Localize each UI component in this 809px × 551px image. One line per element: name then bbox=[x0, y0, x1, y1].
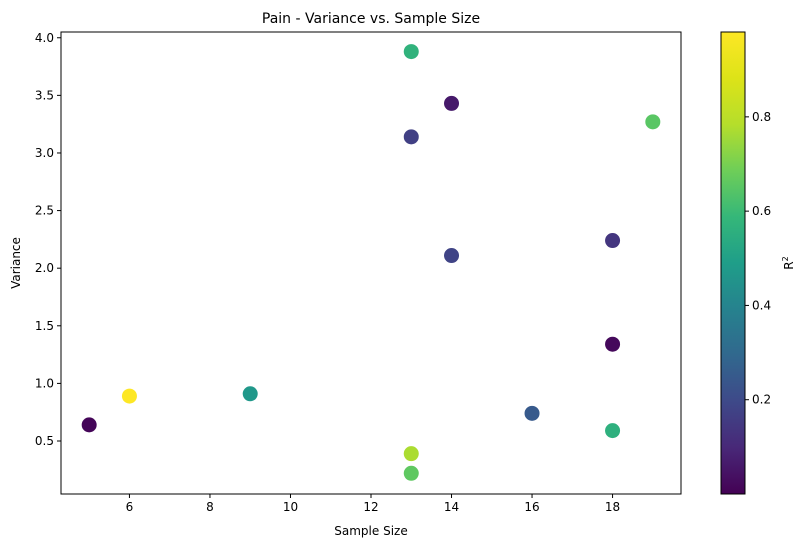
data-point-4 bbox=[403, 129, 419, 145]
colorbar: 0.2 0.4 0.6 0.8 R2 bbox=[720, 31, 796, 495]
y-tick-label-5: 3.0 bbox=[35, 146, 54, 160]
y-tick-label-3: 2.0 bbox=[35, 261, 54, 275]
x-tick-label-0: 6 bbox=[126, 500, 134, 514]
x-axis-ticks: 6 8 10 12 14 16 18 bbox=[126, 494, 620, 514]
data-point-5 bbox=[403, 446, 419, 462]
y-tick-label-1: 1.0 bbox=[35, 376, 54, 390]
colorbar-tick-label-0: 0.2 bbox=[752, 393, 771, 407]
x-axis-label: Sample Size bbox=[334, 524, 407, 538]
data-point-13 bbox=[645, 114, 661, 130]
data-point-11 bbox=[605, 336, 621, 352]
x-tick-label-5: 16 bbox=[524, 500, 539, 514]
x-tick-label-4: 14 bbox=[444, 500, 459, 514]
colorbar-ticks: 0.2 0.4 0.6 0.8 bbox=[745, 110, 771, 407]
y-tick-label-2: 1.5 bbox=[35, 319, 54, 333]
data-point-1 bbox=[121, 388, 137, 404]
data-point-6 bbox=[403, 465, 419, 481]
y-tick-label-0: 0.5 bbox=[35, 434, 54, 448]
colorbar-label: R2 bbox=[781, 256, 796, 269]
y-axis-ticks: 0.5 1.0 1.5 2.0 2.5 3.0 3.5 4.0 bbox=[35, 31, 61, 448]
data-point-9 bbox=[524, 405, 540, 421]
data-points bbox=[81, 44, 661, 481]
data-point-8 bbox=[444, 248, 460, 264]
y-tick-label-4: 2.5 bbox=[35, 204, 54, 218]
x-tick-label-6: 18 bbox=[605, 500, 620, 514]
y-tick-label-7: 4.0 bbox=[35, 31, 54, 45]
plot-area: 6 8 10 12 14 16 18 0.5 1.0 1.5 2.0 2.5 3.0 3.5 4.0 bbox=[35, 31, 682, 514]
data-point-3 bbox=[403, 44, 419, 60]
y-tick-label-6: 3.5 bbox=[35, 88, 54, 102]
colorbar-gradient bbox=[720, 31, 746, 495]
colorbar-tick-label-2: 0.6 bbox=[752, 204, 771, 218]
data-point-0 bbox=[81, 417, 97, 433]
colorbar-label-base: R bbox=[782, 261, 796, 269]
colorbar-tick-label-3: 0.8 bbox=[752, 110, 771, 124]
x-tick-label-1: 8 bbox=[206, 500, 214, 514]
chart-title: Pain - Variance vs. Sample Size bbox=[262, 11, 480, 27]
plot-frame bbox=[60, 31, 682, 495]
data-point-2 bbox=[242, 386, 258, 402]
x-tick-label-2: 10 bbox=[283, 500, 298, 514]
colorbar-tick-label-1: 0.4 bbox=[752, 298, 771, 312]
data-point-10 bbox=[605, 233, 621, 249]
y-axis-label: Variance bbox=[9, 237, 23, 289]
data-point-7 bbox=[444, 95, 460, 111]
x-tick-label-3: 12 bbox=[363, 500, 378, 514]
data-point-12 bbox=[605, 423, 621, 439]
colorbar-label-sup: 2 bbox=[781, 256, 790, 261]
